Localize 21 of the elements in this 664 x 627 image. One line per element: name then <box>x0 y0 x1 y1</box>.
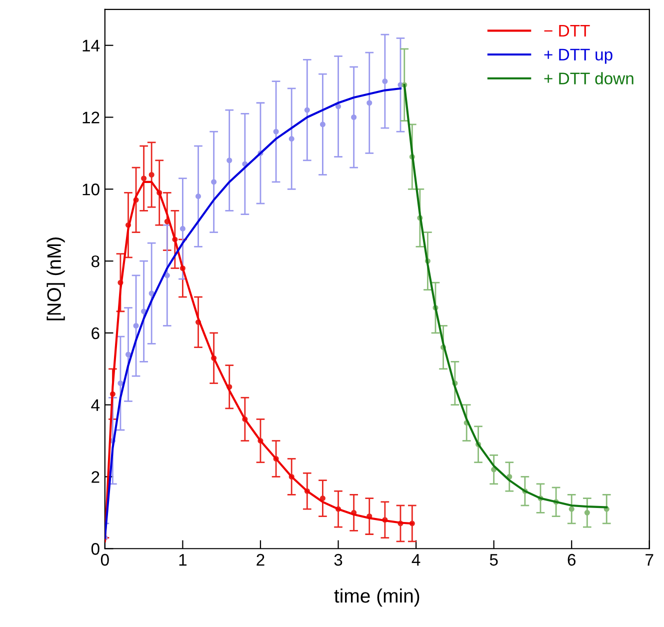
x-tick-label: 1 <box>179 554 187 566</box>
x-tick-label: 3 <box>334 554 342 566</box>
y-tick-label: 12 <box>82 112 100 124</box>
y-tick-label: 0 <box>91 543 100 555</box>
x-tick-label: 0 <box>100 554 109 566</box>
x-tick-label: 6 <box>568 554 576 566</box>
x-tick-label: 7 <box>646 554 654 566</box>
y-tick-label: 8 <box>92 255 100 268</box>
x-axis-title: time (min) <box>334 588 420 607</box>
y-axis-title: [NO] (nM) <box>46 238 65 320</box>
y-tick-label: 6 <box>92 327 100 340</box>
x-tick-label: 2 <box>256 554 264 566</box>
y-tick-label: 2 <box>92 471 100 483</box>
legend-label: + DTT down <box>544 72 634 84</box>
legend-label: − DTT <box>544 25 590 36</box>
x-tick-label: 4 <box>412 554 420 566</box>
legend-label: + DTT up <box>544 48 612 64</box>
y-tick-label: 4 <box>91 399 100 411</box>
x-tick-label: 5 <box>490 554 498 566</box>
y-tick-label: 14 <box>82 40 100 52</box>
y-tick-label: 10 <box>82 184 100 196</box>
